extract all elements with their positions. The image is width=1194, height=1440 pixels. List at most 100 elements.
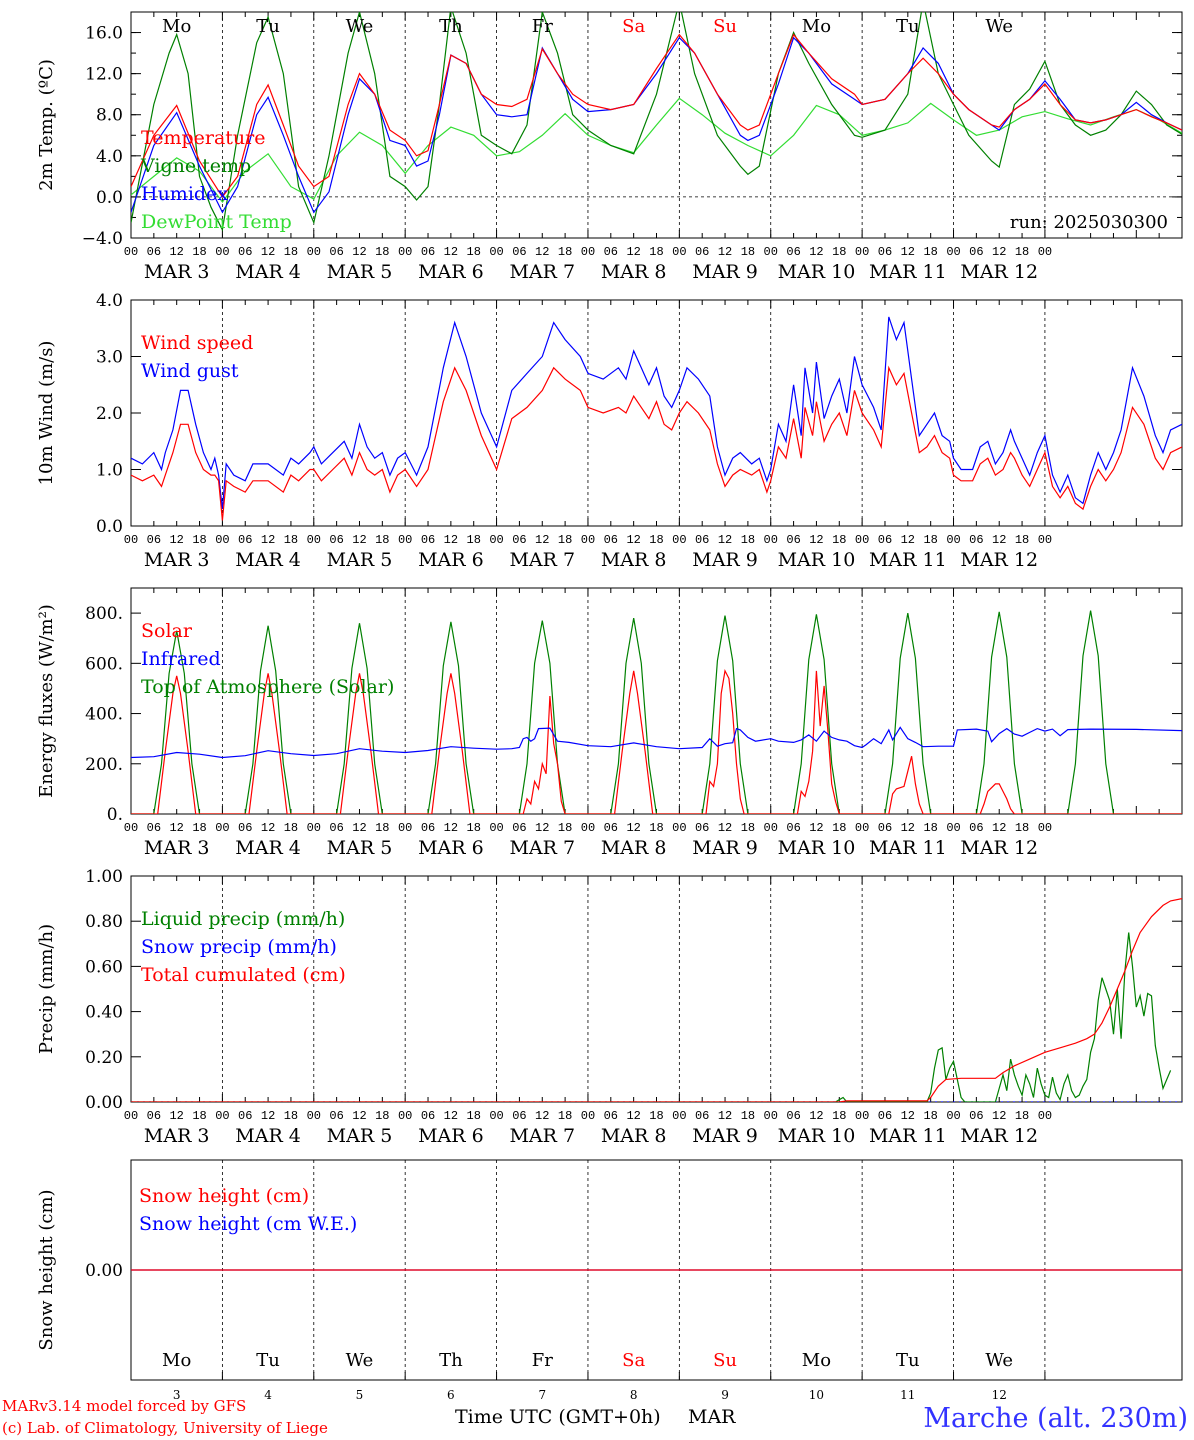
date-label: MAR 6	[418, 1125, 484, 1147]
hour-tick-label: 06	[329, 533, 343, 547]
station-title: Marche (alt. 230m)	[923, 1403, 1188, 1434]
date-label: MAR 6	[418, 549, 484, 571]
hour-tick-label: 00	[1038, 533, 1052, 547]
hour-tick-label: 18	[741, 821, 755, 835]
hour-tick-label: 12	[261, 533, 275, 547]
y-axis-label: Precip (mm/h)	[36, 924, 57, 1054]
hour-tick-label: 06	[512, 821, 526, 835]
y-tick-label: 200.	[85, 755, 123, 775]
hour-tick-label: 06	[421, 821, 435, 835]
weekday-label: Tu	[896, 1350, 920, 1371]
series-vigne-temp	[131, 12, 1182, 232]
y-tick-label: 400.	[85, 705, 123, 725]
hour-tick-label: 12	[718, 533, 732, 547]
x-axis-title: Time UTC (GMT+0h)	[455, 1406, 661, 1428]
hour-tick-label: 00	[855, 1109, 869, 1123]
hour-tick-label: 12	[169, 245, 183, 259]
day-number: 4	[264, 1388, 272, 1402]
hour-tick-label: 00	[489, 1109, 503, 1123]
hour-tick-label: 06	[238, 245, 252, 259]
hour-tick-label: 00	[124, 1109, 138, 1123]
date-label: MAR 7	[509, 261, 575, 283]
hour-tick-label: 00	[307, 245, 321, 259]
hour-tick-label: 06	[238, 533, 252, 547]
hour-tick-label: 18	[375, 821, 389, 835]
weekday-label: Mo	[802, 1350, 831, 1371]
legend-entry: Top of Atmosphere (Solar)	[141, 676, 394, 698]
weekday-label: Sa	[622, 1350, 645, 1371]
date-label: MAR 12	[960, 1125, 1038, 1147]
weekday-label: Sa	[622, 16, 645, 37]
hour-tick-label: 06	[695, 245, 709, 259]
date-label: MAR 3	[144, 1125, 210, 1147]
hour-tick-label: 00	[581, 533, 595, 547]
hour-tick-label: 12	[992, 1109, 1006, 1123]
series-total-cumulated-cm	[131, 898, 1182, 1102]
hour-tick-label: 12	[901, 245, 915, 259]
date-label: MAR 8	[601, 261, 667, 283]
y-tick-label: 800.	[85, 604, 123, 624]
date-label: MAR 8	[601, 1125, 667, 1147]
hour-tick-label: 06	[329, 1109, 343, 1123]
legend-entry: Wind speed	[141, 332, 253, 354]
weekday-label: Su	[713, 16, 737, 37]
hour-tick-label: 06	[512, 533, 526, 547]
hour-tick-label: 06	[695, 1109, 709, 1123]
hour-tick-label: 18	[649, 533, 663, 547]
hour-tick-label: 06	[786, 245, 800, 259]
date-label: MAR 12	[960, 549, 1038, 571]
weekday-label: We	[985, 1350, 1013, 1371]
hour-tick-label: 06	[604, 821, 618, 835]
date-label: MAR 9	[692, 837, 758, 859]
series-infrared	[131, 726, 1182, 759]
panel-1: 00 06 12 18 00 06 12 18 00 06 12 18 00 06 12 18 00 06 12 18…	[36, 11, 1183, 283]
legend-entry: Infrared	[141, 648, 221, 670]
hour-tick-label: 12	[626, 1109, 640, 1123]
hour-tick-label: 06	[786, 1109, 800, 1123]
date-label: MAR 5	[327, 837, 393, 859]
hour-tick-label: 00	[215, 245, 229, 259]
date-label: MAR 9	[692, 1125, 758, 1147]
hour-tick-label: 12	[444, 533, 458, 547]
hour-tick-label: 18	[649, 821, 663, 835]
date-label: MAR 6	[418, 837, 484, 859]
date-label: MAR 11	[869, 549, 947, 571]
hour-tick-label: 12	[718, 821, 732, 835]
hour-tick-label: 00	[215, 533, 229, 547]
hour-tick-label: 18	[558, 245, 572, 259]
hour-tick-label: 06	[604, 245, 618, 259]
hour-tick-label: 18	[832, 245, 846, 259]
hour-tick-label: 12	[535, 821, 549, 835]
hour-tick-label: 12	[169, 1109, 183, 1123]
hour-tick-label: 18	[192, 821, 206, 835]
hour-tick-label: 06	[695, 533, 709, 547]
hour-tick-label: 06	[329, 245, 343, 259]
model-credit: MARv3.14 model forced by GFS	[2, 1397, 246, 1415]
hour-tick-label: 06	[238, 1109, 252, 1123]
date-label: MAR 11	[869, 261, 947, 283]
hour-tick-label: 06	[878, 821, 892, 835]
panel-3: 00 06 12 18 00 06 12 18 00 06 12 18 00 06 12 18 00 06 12 18…	[36, 587, 1183, 859]
hour-tick-label: 18	[741, 245, 755, 259]
hour-tick-label: 18	[284, 245, 298, 259]
hour-tick-label: 00	[581, 1109, 595, 1123]
footer: MARv3.14 model forced by GFS (c) Lab. of …	[2, 1397, 1188, 1437]
hour-tick-label: 00	[946, 821, 960, 835]
hour-tick-label: 18	[1015, 245, 1029, 259]
hour-tick-label: 00	[855, 821, 869, 835]
hour-tick-label: 00	[307, 821, 321, 835]
date-label: MAR 3	[144, 549, 210, 571]
y-tick-label: 0.0	[96, 517, 123, 537]
hour-tick-label: 06	[512, 1109, 526, 1123]
hour-tick-label: 12	[809, 1109, 823, 1123]
date-label: MAR 4	[235, 549, 301, 571]
y-tick-label: 0.0	[96, 188, 123, 208]
legend-entry: Snow height (cm)	[139, 1185, 309, 1207]
hour-tick-label: 12	[352, 821, 366, 835]
hour-tick-label: 18	[832, 1109, 846, 1123]
date-label: MAR 9	[692, 261, 758, 283]
weekday-label: Mo	[162, 1350, 191, 1371]
hour-tick-label: 00	[489, 821, 503, 835]
hour-tick-label: 06	[969, 1109, 983, 1123]
hour-tick-label: 18	[832, 821, 846, 835]
